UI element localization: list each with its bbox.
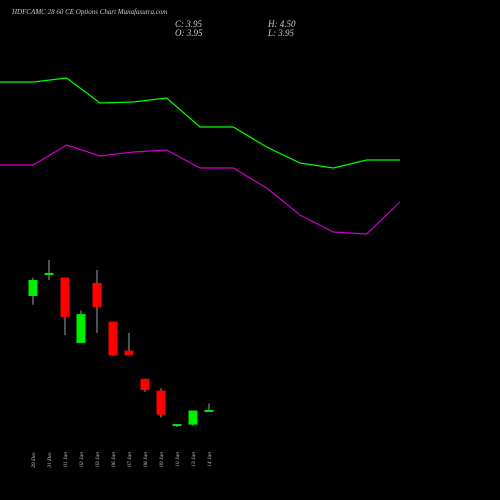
candle-body — [44, 272, 54, 275]
x-tick-label: 08 Jan — [143, 452, 149, 467]
candle-body — [172, 424, 182, 427]
candle-body — [108, 321, 118, 356]
candle-body — [188, 410, 198, 425]
x-tick-label: 07 Jan — [127, 452, 133, 467]
x-tick-label: 29 Dec — [31, 451, 37, 467]
high-label: H: 4.50 — [267, 19, 296, 29]
x-tick-label: 02 Jan — [79, 452, 85, 467]
chart-title: HDFCAMC 28 60 CE Options Chart Munafasut… — [11, 8, 167, 16]
candle-body — [124, 350, 134, 356]
candle-body — [204, 409, 214, 412]
candle-body — [28, 279, 38, 296]
candle-body — [92, 282, 102, 308]
x-tick-label: 10 Jan — [175, 452, 181, 467]
candle-body — [76, 314, 86, 343]
open-label: O: 3.95 — [175, 28, 203, 38]
low-label: L: 3.95 — [267, 28, 295, 38]
x-tick-label: 03 Jan — [95, 452, 101, 467]
average-line — [0, 144, 401, 235]
x-tick-label: 01 Jan — [63, 452, 69, 467]
x-tick-label: 14 Jan — [206, 452, 213, 467]
x-tick-label: 31 Dec — [47, 451, 53, 468]
x-tick-label: 06 Jan — [111, 452, 117, 467]
close-label: C: 3.95 — [175, 19, 203, 29]
x-tick-label: 13 Jan — [191, 452, 197, 467]
candle-body — [140, 378, 150, 390]
candle-body — [60, 277, 70, 318]
average-line — [0, 77, 400, 169]
candle-body — [156, 390, 166, 415]
x-tick-label: 09 Jan — [159, 452, 165, 467]
